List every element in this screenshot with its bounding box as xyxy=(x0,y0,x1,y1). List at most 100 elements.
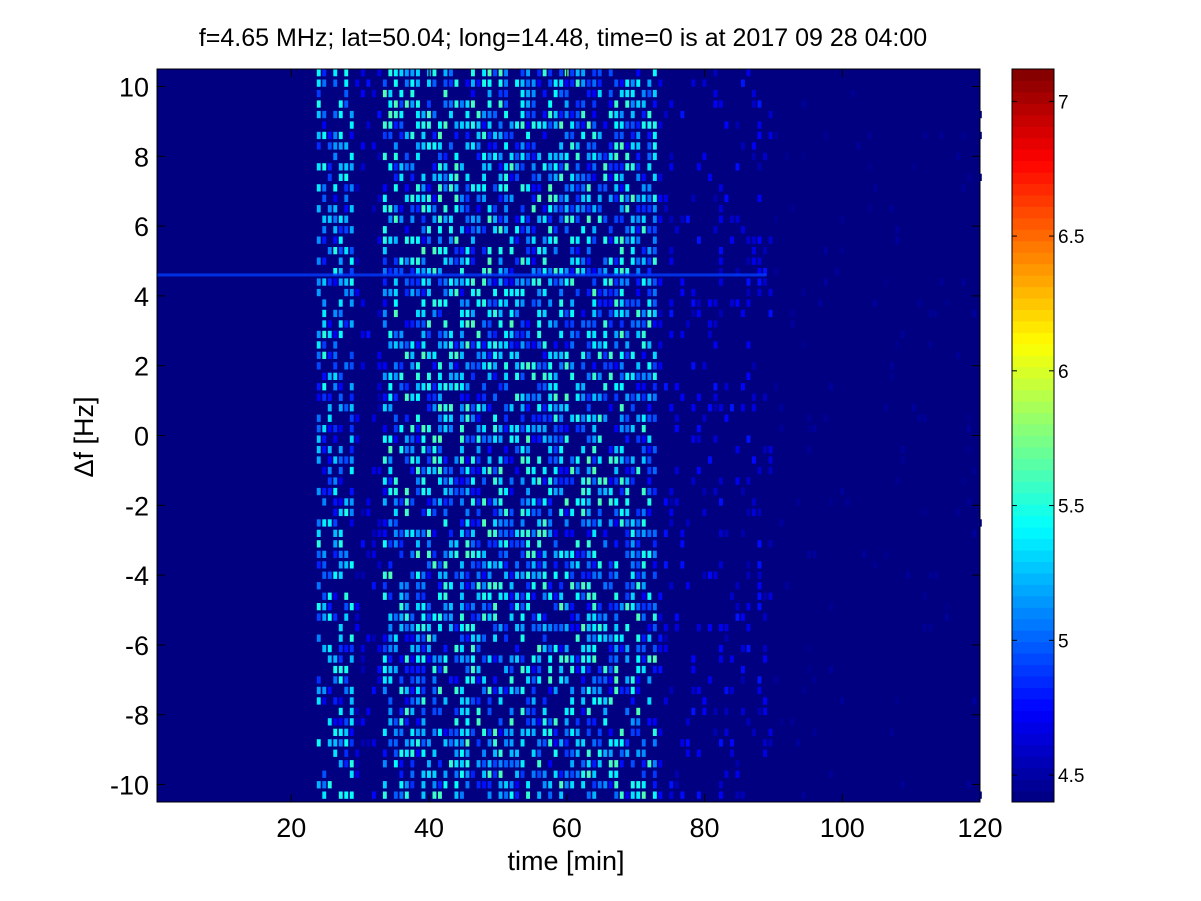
heatmap-cell xyxy=(449,466,453,475)
heatmap-cell xyxy=(581,781,586,789)
heatmap-cell xyxy=(603,268,608,276)
heatmap-cell xyxy=(393,728,398,736)
heatmap-cell xyxy=(542,163,547,171)
heatmap-cell xyxy=(410,644,415,653)
heatmap-cell xyxy=(449,69,453,77)
heatmap-cell xyxy=(371,550,376,558)
y-tick-label: -4 xyxy=(125,561,149,591)
heatmap-cell xyxy=(548,404,553,412)
heatmap-cell xyxy=(570,69,575,77)
heatmap-cell xyxy=(349,446,354,454)
heatmap-cell xyxy=(393,110,398,119)
heatmap-cell xyxy=(382,791,387,799)
colorbar-band xyxy=(1012,355,1054,368)
colorbar-band xyxy=(1012,756,1054,769)
heatmap-cell xyxy=(537,309,542,318)
heatmap-cell xyxy=(393,613,398,621)
heatmap-cell xyxy=(581,173,586,181)
heatmap-cell xyxy=(382,288,387,297)
heatmap-cell xyxy=(498,351,503,359)
heatmap-cell xyxy=(410,634,415,642)
heatmap-cell xyxy=(316,613,321,621)
heatmap-cell xyxy=(487,215,492,223)
heatmap-cell xyxy=(443,561,448,569)
heatmap-cell xyxy=(564,226,569,234)
heatmap-cell xyxy=(410,320,415,328)
heatmap-cell xyxy=(790,320,795,328)
heatmap-cell xyxy=(515,393,519,401)
heatmap-cell xyxy=(377,676,382,684)
heatmap-cell xyxy=(972,529,977,537)
heatmap-cell xyxy=(382,456,387,464)
heatmap-cell xyxy=(597,477,602,485)
heatmap-cell xyxy=(427,561,431,569)
heatmap-cell xyxy=(548,236,553,244)
heatmap-cell xyxy=(636,299,641,307)
y-tick-label: 0 xyxy=(134,422,149,452)
heatmap-cell xyxy=(619,194,624,202)
heatmap-cell xyxy=(636,330,641,339)
heatmap-cell xyxy=(564,624,569,632)
heatmap-cell xyxy=(553,205,558,213)
heatmap-cell xyxy=(559,351,564,359)
heatmap-cell xyxy=(388,236,393,244)
heatmap-cell xyxy=(592,529,597,537)
heatmap-cell xyxy=(338,309,343,318)
heatmap-cell xyxy=(548,194,553,202)
heatmap-cell xyxy=(355,718,360,726)
heatmap-cells xyxy=(316,69,982,799)
heatmap-cell xyxy=(322,383,327,391)
heatmap-cell xyxy=(515,288,519,297)
heatmap-cell xyxy=(597,194,602,202)
heatmap-cell xyxy=(344,100,349,108)
heatmap-cell xyxy=(515,299,519,307)
heatmap-cell xyxy=(581,414,586,422)
heatmap-cell xyxy=(548,644,553,653)
heatmap-cell xyxy=(630,100,635,108)
heatmap-cell xyxy=(614,603,619,611)
heatmap-cell xyxy=(581,760,586,768)
heatmap-cell xyxy=(344,142,349,150)
heatmap-cell xyxy=(416,749,420,757)
heatmap-cell xyxy=(570,550,575,558)
heatmap-cell xyxy=(526,362,530,370)
heatmap-cell xyxy=(449,257,453,265)
heatmap-cell xyxy=(322,121,327,129)
heatmap-cell xyxy=(559,603,564,611)
heatmap-cell xyxy=(619,299,624,307)
heatmap-cell xyxy=(531,184,536,192)
heatmap-cell xyxy=(333,697,338,705)
heatmap-cell xyxy=(504,561,508,569)
heatmap-cell xyxy=(416,728,420,736)
heatmap-cell xyxy=(746,603,751,611)
heatmap-cell xyxy=(393,372,398,380)
heatmap-cell xyxy=(608,163,613,171)
colorbar-band xyxy=(1012,515,1054,528)
heatmap-cell xyxy=(432,634,437,642)
heatmap-cell xyxy=(509,309,514,318)
heatmap-cell xyxy=(410,728,415,736)
heatmap-cell xyxy=(509,791,514,799)
heatmap-cell xyxy=(476,152,481,161)
heatmap-cell xyxy=(482,278,486,286)
heatmap-cell xyxy=(404,446,409,454)
heatmap-cell xyxy=(322,393,327,401)
heatmap-cell xyxy=(570,561,575,569)
heatmap-cell xyxy=(493,686,497,695)
heatmap-cell xyxy=(548,320,553,328)
heatmap-cell xyxy=(564,728,569,736)
heatmap-cell xyxy=(399,257,404,265)
heatmap-cell xyxy=(575,634,580,642)
heatmap-cell xyxy=(708,330,712,339)
heatmap-cell xyxy=(570,477,575,485)
heatmap-cell xyxy=(344,644,349,653)
heatmap-cell xyxy=(421,665,426,674)
heatmap-cell xyxy=(548,110,553,119)
heatmap-cell xyxy=(752,456,756,464)
heatmap-cell xyxy=(807,665,811,674)
heatmap-cell xyxy=(416,592,420,600)
heatmap-cell xyxy=(393,644,398,653)
heatmap-cell xyxy=(702,487,707,496)
heatmap-cell xyxy=(482,163,486,171)
heatmap-cell xyxy=(349,362,354,370)
